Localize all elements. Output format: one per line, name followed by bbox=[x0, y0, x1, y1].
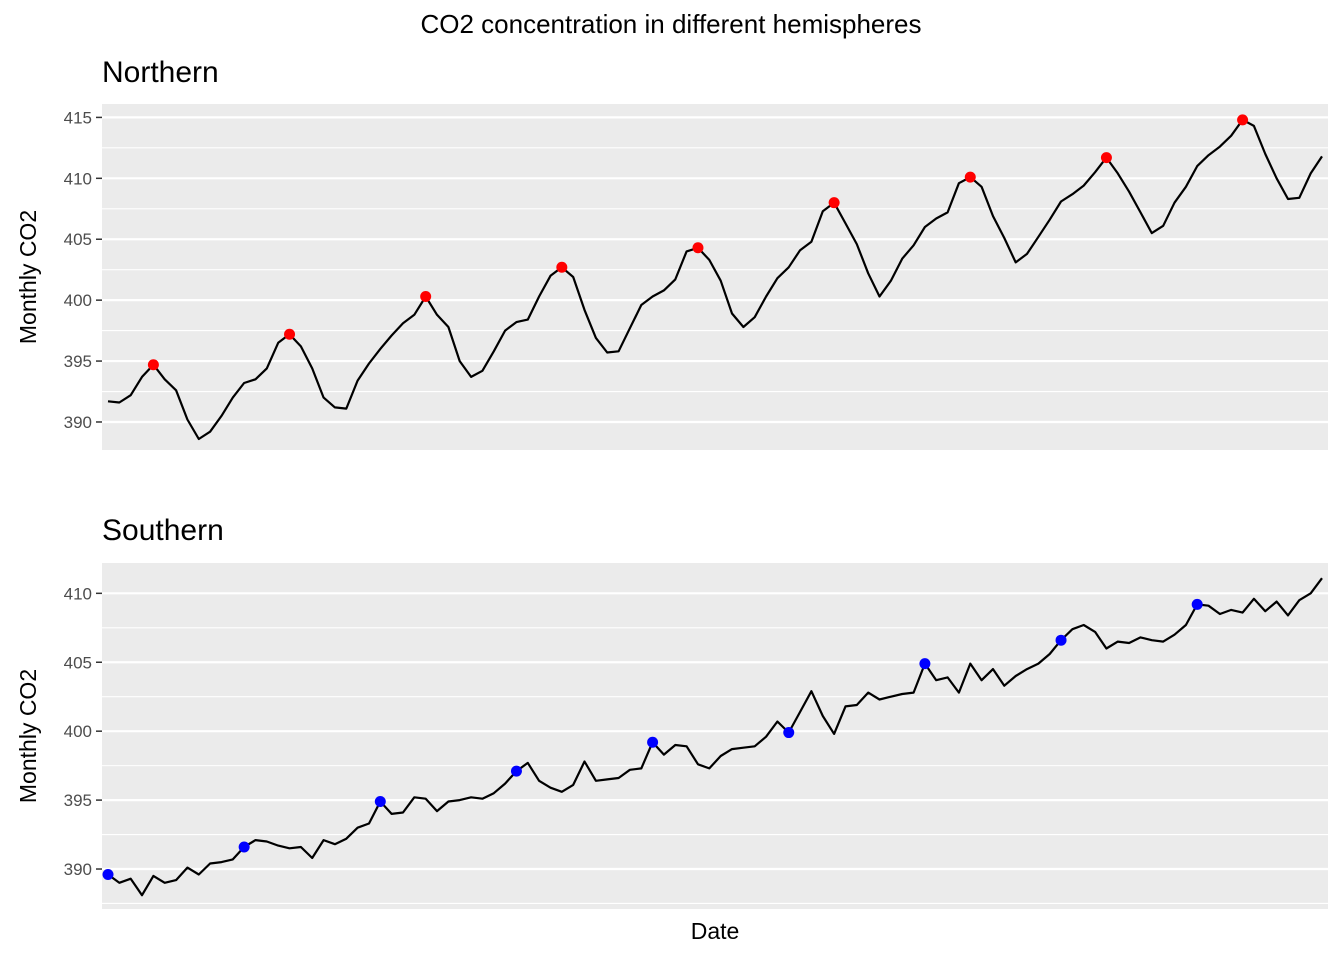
northern-y-tick-label: 400 bbox=[64, 291, 92, 310]
southern-highlight-point bbox=[783, 727, 795, 739]
chart-title: CO2 concentration in different hemispher… bbox=[420, 9, 921, 39]
northern-highlight-point bbox=[692, 242, 704, 254]
southern-gridlines bbox=[102, 592, 1328, 905]
southern-plot-background bbox=[102, 563, 1328, 909]
northern-y-ticks: 390 395 400 405 410 415 bbox=[64, 108, 102, 432]
x-axis-title: Date bbox=[691, 918, 740, 944]
northern-highlight-point bbox=[147, 359, 159, 371]
northern-highlight-point bbox=[284, 328, 296, 340]
northern-plot-background bbox=[102, 104, 1328, 450]
northern-highlight-point bbox=[420, 290, 432, 302]
southern-highlight-point bbox=[647, 736, 659, 748]
northern-panel: Northern 390 395 400 405 410 415 Monthly CO2 bbox=[15, 56, 1328, 450]
southern-highlight-point bbox=[919, 658, 931, 670]
southern-highlight-point bbox=[102, 869, 114, 881]
northern-highlight-point bbox=[1237, 114, 1249, 126]
northern-highlight-point bbox=[1100, 152, 1112, 164]
northern-panel-title: Northern bbox=[102, 56, 219, 89]
northern-highlight-point bbox=[828, 197, 840, 209]
northern-y-tick-label: 410 bbox=[64, 169, 92, 188]
southern-y-ticks: 390 395 400 405 410 bbox=[64, 584, 102, 879]
northern-y-tick-label: 405 bbox=[64, 230, 92, 249]
northern-highlight-point bbox=[556, 261, 568, 273]
southern-highlight-point bbox=[238, 841, 250, 853]
southern-panel-title: Southern bbox=[102, 514, 224, 547]
southern-panel: Southern 390 395 400 405 410 Monthly CO2 bbox=[15, 514, 1328, 909]
southern-y-tick-label: 400 bbox=[64, 722, 92, 741]
northern-gridlines bbox=[102, 116, 1328, 424]
southern-highlight-point bbox=[374, 795, 386, 807]
northern-y-tick-label: 395 bbox=[64, 352, 92, 371]
southern-highlight-point bbox=[1191, 598, 1203, 610]
southern-y-axis-title: Monthly CO2 bbox=[15, 669, 41, 803]
southern-y-tick-label: 405 bbox=[64, 653, 92, 672]
southern-highlight-point bbox=[510, 765, 522, 777]
southern-highlight-points bbox=[102, 598, 1203, 881]
southern-y-tick-label: 390 bbox=[64, 860, 92, 879]
northern-highlight-point bbox=[964, 171, 976, 183]
southern-y-tick-label: 395 bbox=[64, 791, 92, 810]
southern-highlight-point bbox=[1055, 634, 1067, 646]
northern-y-tick-label: 415 bbox=[64, 108, 92, 127]
southern-y-tick-label: 410 bbox=[64, 584, 92, 603]
northern-highlight-points bbox=[147, 114, 1249, 371]
southern-series-line bbox=[107, 577, 1323, 897]
northern-series-line bbox=[107, 118, 1323, 441]
northern-y-tick-label: 390 bbox=[64, 413, 92, 432]
northern-y-axis-title: Monthly CO2 bbox=[15, 210, 41, 344]
